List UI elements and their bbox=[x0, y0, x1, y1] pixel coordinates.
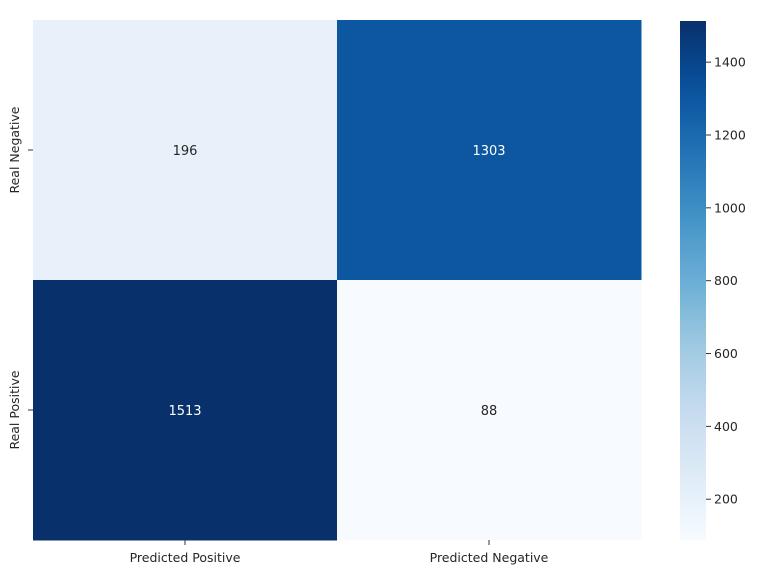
colorbar-tick-label: 600 bbox=[714, 346, 738, 361]
y-tick-labels: Real Negative Real Positive bbox=[7, 106, 33, 450]
heatmap-cells: 196 1303 1513 88 bbox=[33, 20, 642, 541]
colorbar-gradient bbox=[680, 21, 706, 540]
colorbar: 200 400 600 800 1000 1200 1400 bbox=[680, 21, 746, 540]
x-tick-label: Predicted Positive bbox=[130, 550, 241, 565]
colorbar-tick-label: 1000 bbox=[714, 200, 746, 215]
y-tick-label: Real Positive bbox=[7, 370, 22, 449]
y-tick-label: Real Negative bbox=[7, 106, 22, 193]
cell-value-label: 1513 bbox=[168, 404, 201, 419]
heatmap-cell-r0-c1 bbox=[337, 20, 642, 281]
cell-value-label: 88 bbox=[481, 404, 498, 419]
colorbar-tick-label: 400 bbox=[714, 419, 738, 434]
heatmap-cell-r0-c0 bbox=[33, 20, 338, 281]
cell-value-label: 196 bbox=[173, 144, 198, 159]
colorbar-tick-label: 200 bbox=[714, 492, 738, 507]
colorbar-tick-label: 800 bbox=[714, 273, 738, 288]
x-tick-label: Predicted Negative bbox=[430, 550, 549, 565]
heatmap-cell-r1-c1 bbox=[337, 280, 642, 541]
cell-value-label: 1303 bbox=[472, 144, 505, 159]
colorbar-tick-label: 1200 bbox=[714, 127, 746, 142]
x-tick-labels: Predicted Positive Predicted Negative bbox=[130, 540, 549, 565]
heatmap-cell-r1-c0 bbox=[33, 280, 338, 541]
colorbar-tick-label: 1400 bbox=[714, 55, 746, 70]
